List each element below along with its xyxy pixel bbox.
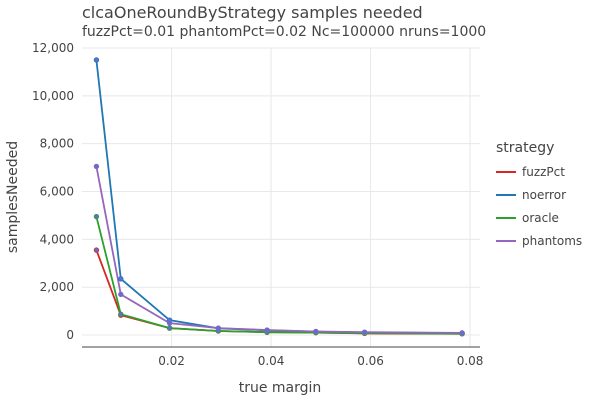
- y-tick-label: 10,000: [32, 89, 74, 103]
- series-line-fuzzPct: [95, 249, 463, 335]
- data-point-oracle: [93, 213, 100, 220]
- data-point-phantoms: [166, 320, 173, 326]
- y-tick-label: 6,000: [40, 185, 74, 199]
- data-point-oracle: [166, 325, 173, 331]
- y-tick-label: 4,000: [40, 232, 74, 246]
- legend-label: noerror: [522, 188, 566, 202]
- x-axis-label: true margin: [239, 380, 322, 396]
- data-point-phantoms: [264, 327, 270, 333]
- data-point-fuzzPct: [93, 247, 100, 253]
- chart-subtitle: fuzzPct=0.01 phantomPct=0.02 Nc=100000 n…: [82, 24, 486, 40]
- data-point-phantoms: [459, 330, 465, 336]
- series-lines: [95, 59, 463, 335]
- legend-label: phantoms: [522, 234, 582, 248]
- data-point-phantoms: [118, 291, 124, 298]
- y-axis-label: samplesNeeded: [5, 141, 21, 253]
- x-tick-label: 0.08: [457, 354, 484, 368]
- y-tick-label: 0: [66, 328, 74, 342]
- legend-title: strategy: [496, 140, 554, 156]
- x-tick-label: 0.04: [258, 354, 285, 368]
- legend-label: oracle: [522, 211, 559, 225]
- data-point-phantoms: [93, 163, 100, 170]
- legend-item-noerror[interactable]: noerror: [496, 188, 566, 202]
- data-point-phantoms: [215, 325, 222, 331]
- series-line-oracle: [95, 216, 463, 335]
- legend-item-phantoms[interactable]: phantoms: [496, 234, 582, 248]
- data-point-phantoms: [361, 329, 368, 335]
- series-line-noerror: [95, 59, 463, 334]
- series-line-phantoms: [95, 166, 463, 334]
- x-tick-label: 0.02: [158, 354, 185, 368]
- legend-label: fuzzPct: [522, 165, 565, 179]
- legend-item-oracle[interactable]: oracle: [496, 211, 559, 225]
- y-tick-label: 8,000: [40, 137, 74, 151]
- legend[interactable]: strategy fuzzPct noerror oracle phantoms: [496, 140, 582, 248]
- x-tick-label: 0.06: [357, 354, 384, 368]
- data-point-noerror: [93, 57, 100, 63]
- legend-item-fuzzPct[interactable]: fuzzPct: [496, 165, 565, 179]
- grid: [82, 47, 480, 347]
- data-point-noerror: [118, 276, 124, 282]
- y-tick-label: 2,000: [40, 280, 74, 294]
- data-point-phantoms: [313, 328, 319, 335]
- chart-title: clcaOneRoundByStrategy samples needed: [82, 3, 423, 22]
- data-point-oracle: [118, 311, 124, 317]
- series-markers: [93, 57, 465, 337]
- y-tick-label: 12,000: [32, 41, 74, 55]
- axes: 0 2,000 4,000 6,000 8,000 10,000 12,000 0.02 0.0…: [32, 41, 483, 368]
